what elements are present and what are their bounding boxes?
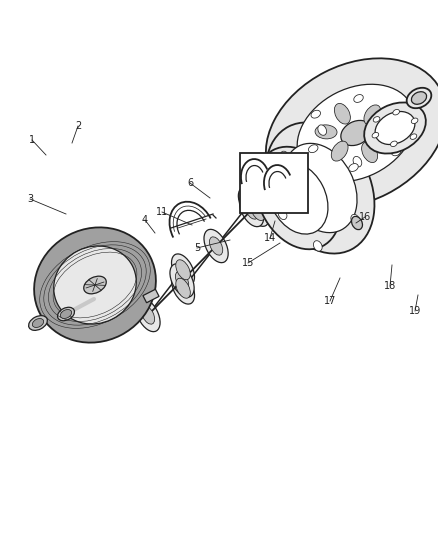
Ellipse shape <box>353 157 362 167</box>
Ellipse shape <box>34 228 156 343</box>
Text: 2: 2 <box>75 121 81 131</box>
Ellipse shape <box>364 102 426 154</box>
Ellipse shape <box>406 88 431 108</box>
Ellipse shape <box>411 92 427 104</box>
Ellipse shape <box>373 117 380 122</box>
Text: 16: 16 <box>359 212 371 222</box>
Ellipse shape <box>352 216 363 230</box>
Ellipse shape <box>28 316 47 330</box>
Ellipse shape <box>393 109 399 115</box>
Ellipse shape <box>351 214 360 225</box>
Ellipse shape <box>246 195 269 227</box>
Ellipse shape <box>411 118 418 124</box>
Text: 5: 5 <box>194 243 200 253</box>
Ellipse shape <box>334 103 350 124</box>
Text: 17: 17 <box>324 296 336 306</box>
Ellipse shape <box>308 145 318 152</box>
Text: 4: 4 <box>142 215 148 225</box>
Ellipse shape <box>255 147 340 249</box>
Ellipse shape <box>209 237 223 255</box>
Text: 14: 14 <box>264 233 276 243</box>
Ellipse shape <box>60 310 72 319</box>
Ellipse shape <box>136 298 160 332</box>
Ellipse shape <box>392 148 401 156</box>
Ellipse shape <box>354 94 363 102</box>
Ellipse shape <box>268 162 328 234</box>
Ellipse shape <box>391 141 397 147</box>
Ellipse shape <box>176 278 191 298</box>
Ellipse shape <box>172 254 194 286</box>
Ellipse shape <box>265 123 374 254</box>
Text: 3: 3 <box>27 194 33 204</box>
Ellipse shape <box>410 134 417 139</box>
Text: 18: 18 <box>384 281 396 291</box>
Ellipse shape <box>375 127 397 141</box>
Ellipse shape <box>284 148 308 182</box>
Ellipse shape <box>318 125 327 135</box>
Ellipse shape <box>243 193 257 213</box>
Ellipse shape <box>84 276 106 294</box>
Ellipse shape <box>32 319 44 327</box>
Ellipse shape <box>54 246 136 324</box>
Text: 11: 11 <box>156 207 168 217</box>
Text: 1: 1 <box>29 135 35 145</box>
Ellipse shape <box>394 114 403 121</box>
Ellipse shape <box>315 125 337 139</box>
Ellipse shape <box>290 156 303 174</box>
Ellipse shape <box>170 264 194 297</box>
Ellipse shape <box>266 58 438 208</box>
Ellipse shape <box>375 111 415 144</box>
Text: 15: 15 <box>242 258 254 268</box>
Bar <box>240 153 308 213</box>
Bar <box>143 289 159 303</box>
Ellipse shape <box>172 272 194 304</box>
Ellipse shape <box>341 120 371 146</box>
Ellipse shape <box>283 143 357 232</box>
Ellipse shape <box>204 229 228 263</box>
Ellipse shape <box>297 84 415 182</box>
Ellipse shape <box>175 271 189 289</box>
Ellipse shape <box>251 200 265 221</box>
Text: 6: 6 <box>187 178 193 188</box>
Text: 19: 19 <box>409 306 421 316</box>
Ellipse shape <box>331 141 348 161</box>
Ellipse shape <box>240 193 264 227</box>
Ellipse shape <box>362 142 378 163</box>
Ellipse shape <box>349 164 358 172</box>
Ellipse shape <box>245 201 258 219</box>
Ellipse shape <box>176 260 190 280</box>
Ellipse shape <box>314 241 322 251</box>
Ellipse shape <box>311 110 321 118</box>
Ellipse shape <box>278 209 287 220</box>
Ellipse shape <box>280 151 289 161</box>
Ellipse shape <box>372 132 379 138</box>
Ellipse shape <box>364 105 381 125</box>
Ellipse shape <box>57 307 74 321</box>
Ellipse shape <box>238 187 261 219</box>
Ellipse shape <box>141 306 155 324</box>
